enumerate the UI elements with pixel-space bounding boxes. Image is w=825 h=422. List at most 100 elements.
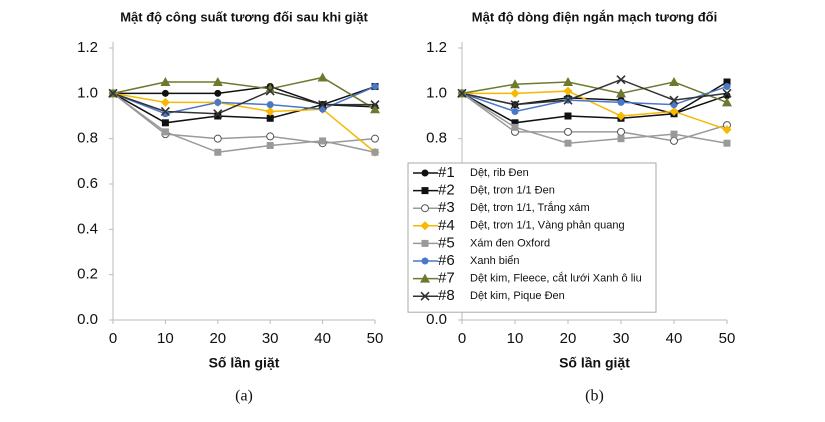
legend-label: Dệt kim, Fleece, cắt lưới Xanh ô liu	[470, 272, 642, 285]
x-tick-label: 0	[458, 330, 466, 347]
point	[108, 88, 118, 98]
point	[510, 100, 520, 110]
series-line	[461, 92, 728, 144]
point	[370, 100, 380, 110]
point	[265, 86, 275, 96]
legend-label: Dệt, trơn 1/1, Vàng phản quang	[470, 220, 625, 232]
point	[510, 88, 520, 98]
chart-title: Mật độ dòng điện ngắn mạch tương đối	[472, 9, 717, 24]
point	[161, 128, 169, 136]
legend-label: Dệt, trơn 1/1 Đen	[470, 185, 555, 197]
point	[371, 148, 379, 156]
point	[723, 83, 731, 91]
point	[563, 77, 573, 86]
series-line	[461, 92, 728, 142]
point	[669, 106, 679, 116]
point	[160, 106, 170, 117]
series-line	[112, 92, 376, 153]
x-tick-label: 10	[507, 330, 524, 347]
point	[617, 135, 625, 143]
legend-name: #7	[438, 270, 455, 287]
x-tick-label: 40	[314, 330, 331, 347]
chart-title: Mật độ công suất tương đối sau khi giặt	[120, 9, 368, 24]
point	[616, 75, 626, 85]
x-tick-label: 30	[613, 330, 630, 347]
point	[420, 273, 430, 283]
y-tick-label: 0.6	[77, 175, 98, 192]
point	[722, 97, 732, 107]
legend-name: #1	[438, 164, 455, 181]
point	[563, 86, 573, 96]
legend-label: Dệt, trơn 1/1, Trắng xám	[470, 201, 590, 214]
series-line	[462, 90, 728, 131]
x-axis-label: Số lần giặt	[559, 355, 630, 371]
legend-label: Xám đen Oxford	[470, 237, 550, 249]
y-tick-label: 1.2	[77, 39, 98, 56]
legend-name: #2	[438, 182, 455, 199]
x-tick-label: 10	[157, 330, 174, 347]
point	[511, 119, 519, 127]
y-tick-label: 0.0	[426, 311, 447, 328]
point	[214, 148, 222, 156]
series-line	[112, 90, 375, 115]
point	[317, 72, 328, 82]
legend: #1 Dệt, rib Đen #2 Dệt, trơn 1/1 Đen #3 Dệt, …	[407, 162, 657, 313]
point	[370, 104, 380, 114]
point	[214, 89, 222, 97]
point	[160, 97, 170, 107]
series-line	[112, 92, 376, 154]
point	[421, 204, 429, 213]
y-tick-label: 1.2	[426, 39, 447, 56]
point	[265, 106, 275, 116]
point	[420, 221, 430, 231]
point	[616, 111, 626, 121]
x-tick-label: 0	[109, 330, 117, 347]
point	[510, 79, 520, 89]
point	[421, 187, 429, 195]
point	[371, 83, 379, 91]
legend-label: Dệt, rib Đen	[470, 167, 529, 179]
y-tick-label: 0.8	[77, 130, 98, 147]
point	[617, 127, 625, 136]
point	[669, 77, 679, 86]
point	[564, 112, 572, 120]
legend-name: #5	[438, 234, 455, 251]
series-line	[112, 85, 376, 115]
point	[371, 134, 379, 143]
x-tick-label: 20	[560, 330, 577, 347]
legend-box	[407, 162, 657, 313]
point	[457, 88, 467, 98]
y-tick-label: 0.0	[77, 311, 98, 328]
point	[160, 77, 171, 86]
x-tick-label: 30	[262, 330, 279, 347]
series-line	[461, 81, 728, 104]
series-line	[461, 78, 728, 106]
point	[161, 89, 169, 97]
y-tick-label: 0.8	[426, 130, 447, 147]
point	[318, 100, 328, 110]
point	[161, 119, 169, 127]
point	[723, 139, 731, 147]
point	[265, 83, 276, 93]
point	[670, 130, 678, 138]
x-axis-label: Số lần giặt	[209, 355, 280, 371]
caption: (a)	[235, 388, 253, 405]
point	[669, 95, 679, 105]
point	[161, 110, 169, 118]
point	[421, 257, 429, 265]
point	[421, 239, 429, 247]
point	[670, 136, 678, 145]
series-line	[112, 85, 376, 124]
point	[214, 112, 222, 120]
legend-label: Xanh biển	[470, 255, 520, 267]
legend-name: #3	[438, 199, 455, 216]
point	[214, 98, 222, 106]
point	[563, 95, 573, 105]
legend-name: #8	[438, 287, 455, 304]
point	[212, 77, 223, 86]
point	[213, 109, 223, 119]
x-tick-label: 40	[666, 330, 683, 347]
series-line	[461, 81, 728, 124]
y-tick-label: 1.0	[426, 84, 447, 101]
